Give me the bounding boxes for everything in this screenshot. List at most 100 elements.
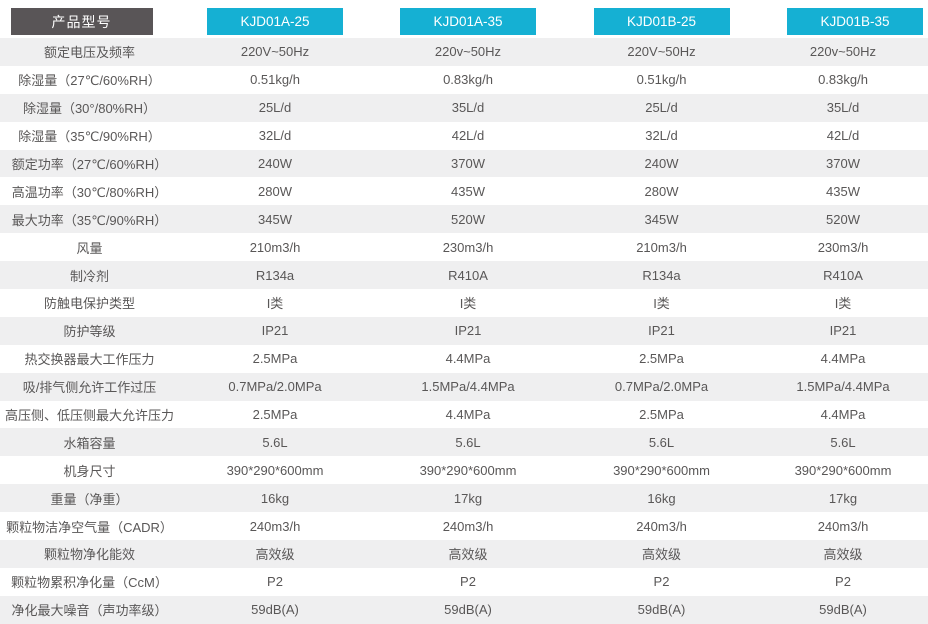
spec-row: 除湿量（30°/80%RH） 25L/d 35L/d 25L/d 35L/d: [0, 93, 928, 122]
spec-row: 重量（净重） 16kg 17kg 16kg 17kg: [0, 484, 928, 513]
cell-value: 35L/d: [451, 100, 485, 116]
spec-row: 最大功率（35℃/90%RH） 345W 520W 345W 520W: [0, 205, 928, 234]
cell-value: IP21: [261, 323, 289, 339]
cell-value: 0.7MPa/2.0MPa: [228, 379, 322, 395]
cell-value: 390*290*600mm: [419, 462, 517, 478]
row-label: 制冷剂: [69, 268, 109, 284]
cell-value: 210m3/h: [249, 239, 301, 255]
spec-row: 颗粒物洁净空气量（CADR） 240m3/h 240m3/h 240m3/h 2…: [0, 512, 928, 541]
spec-row: 颗粒物累积净化量（CcM） P2 P2 P2 P2: [0, 567, 928, 596]
spec-row: 额定功率（27℃/60%RH） 240W 370W 240W 370W: [0, 149, 928, 178]
spec-rows: 额定电压及频率 220V~50Hz 220v~50Hz 220V~50Hz 22…: [0, 38, 928, 624]
cell-value: 220v~50Hz: [809, 44, 877, 60]
spec-row: 热交换器最大工作压力 2.5MPa 4.4MPa 2.5MPa 4.4MPa: [0, 344, 928, 373]
table-header-row: 产品型号 KJD01A-25 KJD01A-35 KJD01B-25 KJD01…: [0, 0, 928, 38]
cell-value: 520W: [826, 211, 860, 227]
cell-value: 2.5MPa: [639, 351, 684, 367]
cell-value: 5.6L: [830, 434, 856, 450]
cell-value: R134a: [255, 267, 295, 283]
spec-row: 除湿量（35℃/90%RH） 32L/d 42L/d 32L/d 42L/d: [0, 121, 928, 150]
cell-value: 35L/d: [826, 100, 860, 116]
cell-value: I类: [266, 296, 284, 312]
cell-value: 240m3/h: [636, 518, 687, 534]
spec-row: 水箱容量 5.6L 5.6L 5.6L 5.6L: [0, 428, 928, 457]
cell-value: 435W: [826, 183, 860, 199]
cell-value: 0.51kg/h: [636, 72, 687, 88]
cell-value: I类: [653, 296, 670, 312]
row-label: 颗粒物累积净化量（CcM）: [11, 575, 168, 591]
row-label: 颗粒物洁净空气量（CADR）: [6, 519, 173, 535]
spec-row: 机身尺寸 390*290*600mm 390*290*600mm 390*290…: [0, 456, 928, 485]
cell-value: 42L/d: [451, 128, 485, 144]
cell-value: 240W: [644, 156, 679, 171]
cell-value: 32L/d: [258, 128, 292, 144]
header-cell-model-4: KJD01B-35: [758, 5, 928, 38]
header-cell-model-2: KJD01A-35: [371, 5, 565, 38]
cell-value: 240W: [258, 156, 292, 171]
cell-value: 220v~50Hz: [434, 44, 502, 60]
row-label: 高温功率（30℃/80%RH）: [11, 184, 168, 200]
cell-value: 240m3/h: [442, 518, 494, 534]
cell-value: P2: [460, 574, 476, 590]
row-label: 水箱容量: [63, 435, 116, 451]
cell-value: 高效级: [448, 547, 488, 563]
spec-row: 高压侧、低压侧最大允许压力 2.5MPa 4.4MPa 2.5MPa 4.4MP…: [0, 400, 928, 429]
spec-row: 制冷剂 R134a R410A R134a R410A: [0, 261, 928, 290]
cell-value: 5.6L: [648, 434, 675, 450]
cell-value: 5.6L: [262, 434, 288, 450]
header-cell-label: 产品型号: [0, 5, 179, 38]
row-label: 风量: [76, 240, 103, 256]
cell-value: 59dB(A): [819, 602, 867, 618]
cell-value: I类: [459, 296, 477, 312]
cell-value: 345W: [258, 211, 292, 227]
cell-value: 59dB(A): [251, 602, 299, 618]
cell-value: 280W: [644, 183, 679, 199]
cell-value: 高效级: [255, 547, 295, 563]
model-button-kjd01a-35[interactable]: KJD01A-35: [400, 8, 536, 35]
cell-value: 370W: [451, 156, 485, 171]
row-label: 重量（净重）: [50, 491, 129, 507]
cell-value: 4.4MPa: [820, 407, 866, 423]
spec-row: 颗粒物净化能效 高效级 高效级 高效级 高效级: [0, 540, 928, 568]
spec-row: 净化最大噪音（声功率级） 59dB(A) 59dB(A) 59dB(A) 59d…: [0, 595, 928, 624]
cell-value: R134a: [642, 267, 681, 283]
cell-value: 220V~50Hz: [627, 44, 696, 60]
cell-value: 4.4MPa: [820, 351, 866, 367]
cell-value: 4.4MPa: [445, 407, 491, 423]
cell-value: P2: [835, 574, 851, 590]
cell-value: R410A: [823, 267, 863, 283]
spec-row: 风量 210m3/h 230m3/h 210m3/h 230m3/h: [0, 233, 928, 262]
cell-value: 0.7MPa/2.0MPa: [614, 379, 709, 395]
cell-value: 2.5MPa: [252, 351, 298, 367]
spec-row: 高温功率（30℃/80%RH） 280W 435W 280W 435W: [0, 177, 928, 206]
cell-value: 0.83kg/h: [443, 72, 493, 88]
spec-row: 除湿量（27℃/60%RH） 0.51kg/h 0.83kg/h 0.51kg/…: [0, 65, 928, 94]
model-button-kjd01b-35[interactable]: KJD01B-35: [787, 8, 923, 35]
cell-value: P2: [267, 574, 283, 590]
model-button-kjd01b-25[interactable]: KJD01B-25: [593, 8, 730, 35]
model-button-kjd01a-25[interactable]: KJD01A-25: [207, 8, 343, 35]
cell-value: 520W: [451, 211, 485, 227]
cell-value: 42L/d: [826, 128, 860, 144]
cell-value: 0.83kg/h: [818, 72, 868, 88]
cell-value: 1.5MPa/4.4MPa: [796, 379, 890, 395]
cell-value: 280W: [258, 183, 292, 199]
cell-value: 4.4MPa: [445, 351, 491, 367]
spec-row: 防护等级 IP21 IP21 IP21 IP21: [0, 316, 928, 345]
cell-value: 2.5MPa: [639, 407, 684, 423]
cell-value: 240m3/h: [817, 518, 869, 534]
row-label: 热交换器最大工作压力: [24, 352, 155, 368]
cell-value: 高效级: [641, 547, 681, 563]
cell-value: 390*290*600mm: [794, 462, 892, 478]
cell-value: 高效级: [823, 547, 863, 563]
cell-value: 25L/d: [258, 100, 292, 116]
row-label: 防护等级: [63, 324, 116, 340]
cell-value: 59dB(A): [444, 602, 492, 618]
spec-row: 吸/排气侧允许工作过压 0.7MPa/2.0MPa 1.5MPa/4.4MPa …: [0, 372, 928, 401]
row-label: 吸/排气侧允许工作过压: [22, 380, 157, 396]
cell-value: 435W: [451, 183, 485, 199]
cell-value: 16kg: [260, 490, 290, 506]
cell-value: 345W: [644, 211, 679, 227]
spec-row: 额定电压及频率 220V~50Hz 220v~50Hz 220V~50Hz 22…: [0, 38, 928, 66]
